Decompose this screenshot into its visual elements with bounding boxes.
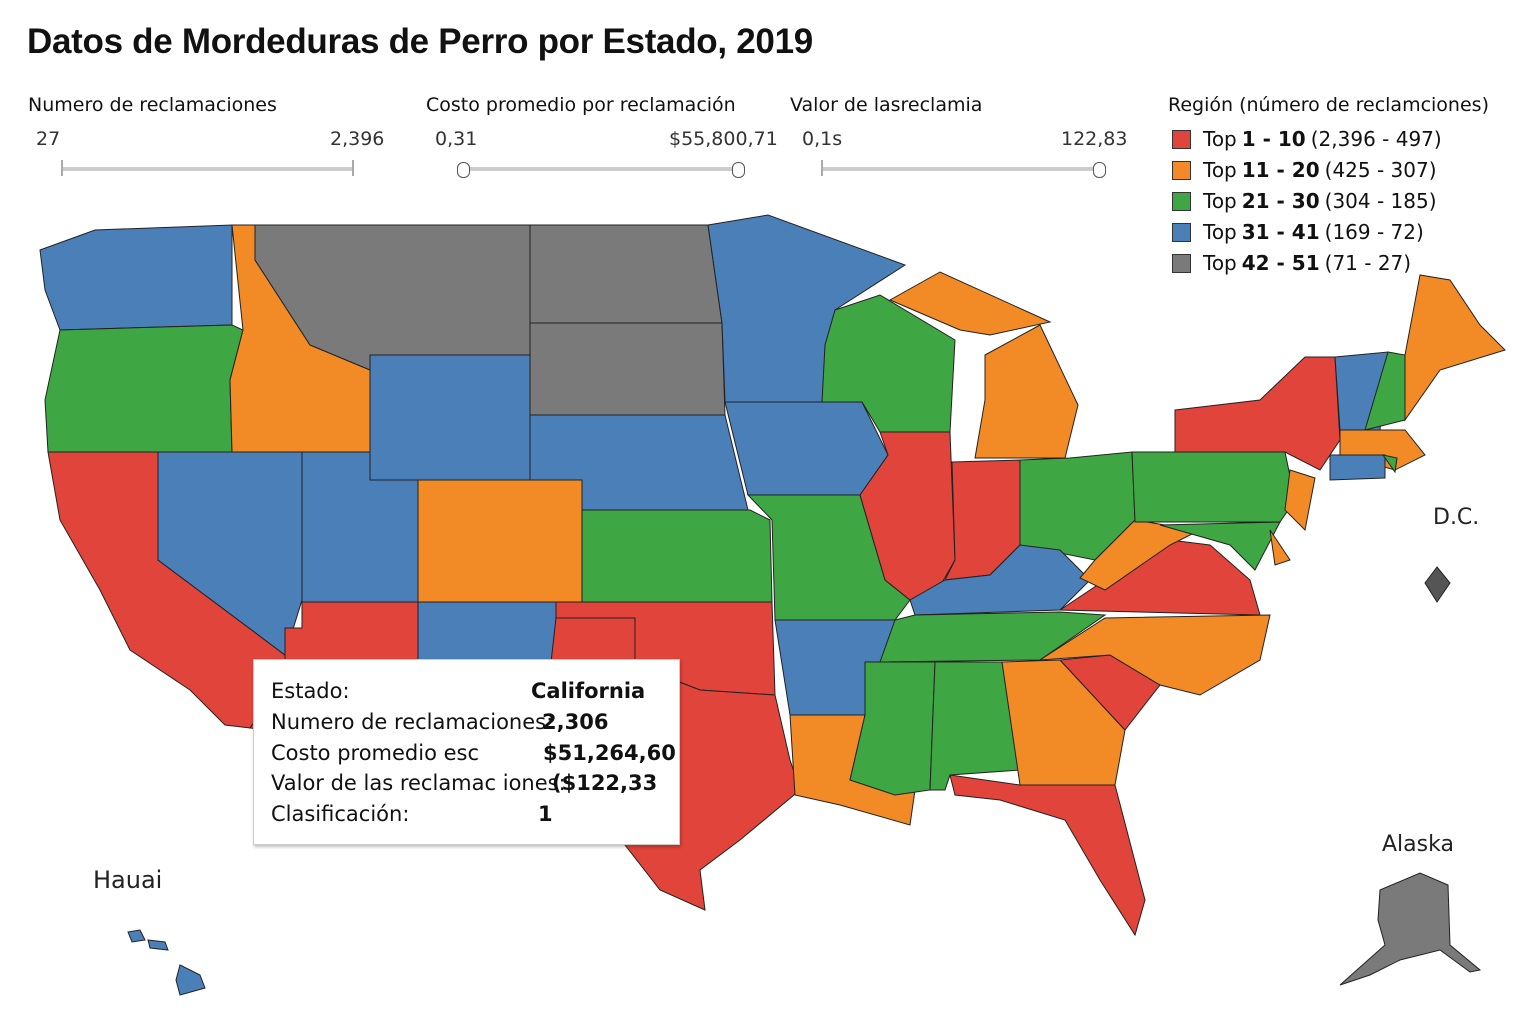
state-dc[interactable] [1424,566,1451,603]
tooltip-cost-label: Costo promedio esc [271,741,480,765]
filter-claims-max: 2,396 [330,128,385,150]
tooltip-value-value: ($122,33 [552,771,658,795]
legend-item[interactable]: Top 42 - 51 (71 - 27) [1172,251,1411,275]
tooltip-state-label: Estado: [271,679,350,703]
legend-range: 31 - 41 [1241,220,1320,244]
legend-prefix: Top [1203,220,1237,244]
state-mi[interactable] [974,324,1079,459]
filter-value-slider[interactable] [822,167,1100,171]
filter-claims-min-handle[interactable] [61,160,63,176]
legend-values: (2,396 - 497) [1310,127,1442,151]
filter-value-label: Valor de lasreclamia [790,94,983,116]
tooltip-claims-label: Numero de reclamaciones: [271,710,554,734]
tooltip-claims-value: 2,306 [542,710,609,734]
state-ct[interactable] [1329,454,1386,481]
legend-item[interactable]: Top 1 - 10 (2,396 - 497) [1172,127,1442,151]
legend-range: 21 - 30 [1241,189,1320,213]
legend-title: Región (número de reclamciones) [1168,94,1489,116]
legend-prefix: Top [1203,127,1237,151]
tooltip-state-value: California [531,679,646,703]
filter-value-max-handle[interactable] [1093,162,1106,178]
tooltip-rank-label: Clasificación: [271,802,410,826]
legend-range: 42 - 51 [1241,251,1320,275]
state-ri[interactable] [1381,454,1398,474]
legend-range: 1 - 10 [1241,127,1306,151]
state-hi-3[interactable] [175,964,206,996]
legend-values: (425 - 307) [1324,158,1437,182]
state-co[interactable] [417,479,583,603]
tooltip-cost-value: $51,264,60 [543,741,676,765]
filter-cost-min: 0,31 [435,128,478,150]
legend-swatch [1172,160,1191,180]
legend-range: 11 - 20 [1241,158,1320,182]
legend-item[interactable]: Top 11 - 20 (425 - 307) [1172,158,1437,182]
legend-swatch [1172,222,1191,242]
filter-cost-label: Costo promedio por reclamación [426,94,736,116]
legend-prefix: Top [1203,189,1237,213]
legend-item[interactable]: Top 31 - 41 (169 - 72) [1172,220,1424,244]
state-nc[interactable] [1039,614,1271,696]
state-ky[interactable] [909,544,1091,616]
dc-label: D.C. [1433,505,1480,530]
legend-prefix: Top [1203,158,1237,182]
filter-claims-slider[interactable] [62,167,354,171]
state-nj[interactable] [1284,469,1316,532]
legend-swatch [1172,129,1191,149]
filter-value-max: 122,83 [1061,128,1128,150]
filter-value-min-handle[interactable] [821,160,823,176]
state-ak[interactable] [1339,872,1482,986]
legend-swatch [1172,253,1191,273]
state-nd[interactable] [529,224,723,324]
hawaii-label: Hauai [93,866,163,894]
state-wy[interactable] [369,354,531,481]
tooltip-value-label: Valor de las reclamac iones: [271,771,566,795]
state-hi-1[interactable] [127,929,146,943]
state-mi-u[interactable] [888,271,1052,336]
state-ga[interactable] [1001,659,1126,786]
state-ia[interactable] [724,401,889,496]
state-fl[interactable] [949,774,1146,937]
legend-values: (169 - 72) [1324,220,1424,244]
state-me[interactable] [1404,274,1506,422]
filter-claims-min: 27 [36,128,61,150]
state-ks[interactable] [581,509,773,603]
filter-cost-max: $55,800,71 [669,128,778,150]
filter-cost-max-handle[interactable] [732,162,745,178]
state-tooltip: Estado: California Numero de reclamacion… [253,659,680,845]
state-pa[interactable] [1131,451,1296,523]
legend-values: (71 - 27) [1324,251,1412,275]
state-de[interactable] [1269,529,1291,566]
state-md[interactable] [1159,521,1281,571]
filter-claims-max-handle[interactable] [352,160,354,176]
state-hi-2[interactable] [147,939,169,951]
filter-cost-min-handle[interactable] [457,162,470,178]
alaska-label: Alaska [1382,832,1454,857]
state-sd[interactable] [529,322,726,416]
legend-values: (304 - 185) [1324,189,1437,213]
tooltip-rank-value: 1 [538,802,553,826]
legend-swatch [1172,191,1191,211]
state-or[interactable] [44,324,244,453]
filter-claims-label: Numero de reclamaciones [28,94,277,116]
page-title: Datos de Mordeduras de Perro por Estado,… [27,22,813,61]
filter-cost-slider[interactable] [464,167,740,171]
legend-prefix: Top [1203,251,1237,275]
state-wa[interactable] [39,224,233,331]
filter-value-min: 0,1s [802,128,843,150]
legend-item[interactable]: Top 21 - 30 (304 - 185) [1172,189,1437,213]
